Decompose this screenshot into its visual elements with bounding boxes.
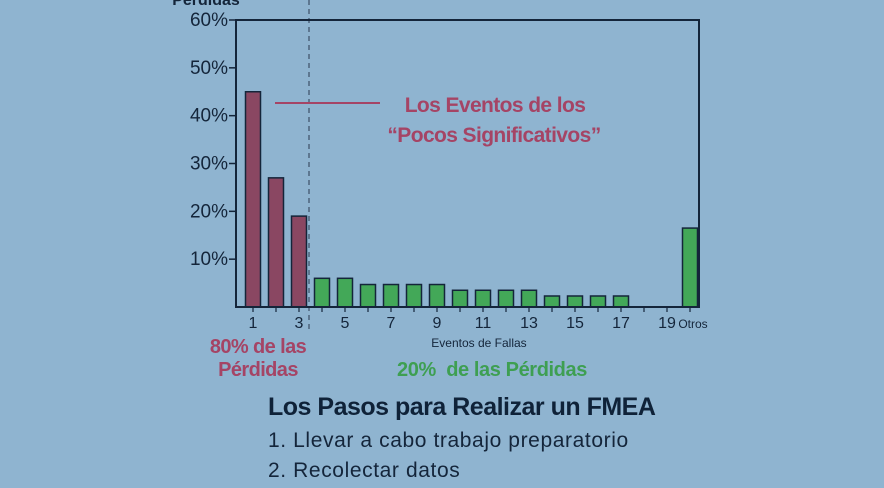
steps-title: Los Pasos para Realizar un FMEA xyxy=(268,393,656,421)
bar-6 xyxy=(359,283,377,308)
steps-list: 1. Llevar a cabo trabajo preparatorio 2.… xyxy=(268,428,629,488)
vital-few-label-line-1: 80% de las xyxy=(210,336,307,358)
chart-top-label: Pérdidas xyxy=(172,0,240,9)
pareto-chart: Pérdidas 10%20%30%40%50%60% 1 3 5 7 9 11 13 15 1… xyxy=(172,0,708,381)
y-tick-label-20: 20% xyxy=(190,201,228,222)
vital-few-label-line-2: Pérdidas xyxy=(218,359,298,381)
bar-8 xyxy=(405,283,423,308)
annotation-line-1: Los Eventos de los xyxy=(405,94,586,117)
x-axis-label: Eventos de Fallas xyxy=(431,336,526,350)
bar-Otros xyxy=(681,227,699,308)
x-axis: 1 3 5 7 9 11 13 15 17 19 Otros xyxy=(249,307,708,332)
x-tick-label-7: 7 xyxy=(387,315,396,332)
trivial-many-label: 20% de las Pérdidas xyxy=(397,359,587,381)
x-tick-label-9: 9 xyxy=(433,315,442,332)
bar-16 xyxy=(589,295,607,308)
bar-1 xyxy=(244,91,262,308)
x-tick-label-3: 3 xyxy=(295,315,304,332)
y-tick-label-10: 10% xyxy=(190,249,228,270)
y-tick-label-60: 60% xyxy=(190,10,228,31)
bar-9 xyxy=(428,283,446,308)
bar-13 xyxy=(520,289,538,308)
bar-7 xyxy=(382,283,400,308)
bar-3 xyxy=(290,215,308,308)
bar-14 xyxy=(543,295,561,308)
x-tick-label-17: 17 xyxy=(612,315,630,332)
bar-10 xyxy=(451,289,469,308)
y-tick-label-40: 40% xyxy=(190,106,228,127)
step-item-1: 1. Llevar a cabo trabajo preparatorio xyxy=(268,429,629,452)
x-tick-label-11: 11 xyxy=(475,315,492,332)
x-tick-label-1: 1 xyxy=(249,315,258,332)
bar-4 xyxy=(313,277,331,308)
x-tick-label-13: 13 xyxy=(520,315,538,332)
bar-15 xyxy=(566,295,584,308)
y-tick-label-50: 50% xyxy=(190,58,228,79)
x-tick-label-19: 19 xyxy=(658,315,676,332)
x-tick-label-15: 15 xyxy=(566,315,584,332)
y-axis: 10% 20% 30% 40% 50% 60% xyxy=(190,10,236,270)
y-tick-label-30: 30% xyxy=(190,154,228,175)
x-tick-label-Otros: Otros xyxy=(678,317,707,331)
bar-11 xyxy=(474,289,492,308)
bars-group xyxy=(244,91,699,308)
bar-5 xyxy=(336,277,354,308)
bar-2 xyxy=(267,177,285,308)
step-item-2: 2. Recolectar datos xyxy=(268,459,461,482)
annotation-line-2: “Pocos Significativos” xyxy=(387,124,600,147)
bar-12 xyxy=(497,289,515,308)
x-tick-label-5: 5 xyxy=(341,315,350,332)
bar-17 xyxy=(612,295,630,308)
